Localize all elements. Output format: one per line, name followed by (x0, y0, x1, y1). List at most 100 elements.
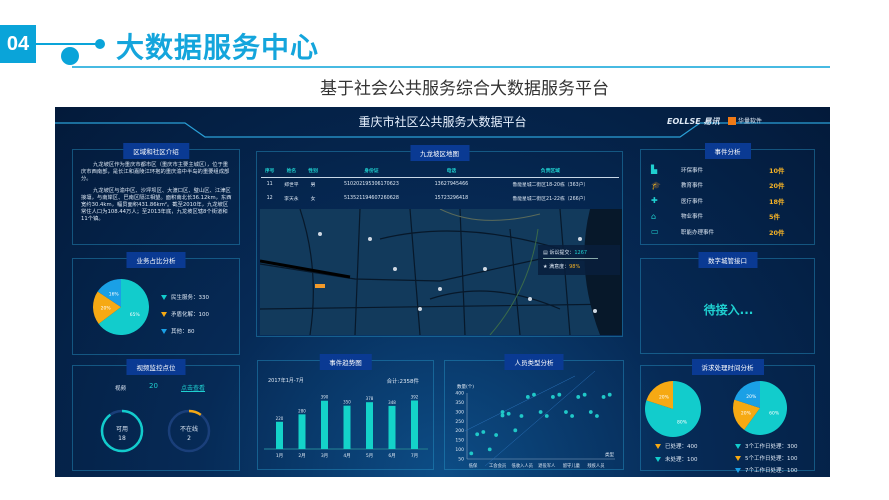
event-label: 物业事件 (681, 214, 704, 221)
section-number: 04 (0, 25, 36, 63)
people-scatter-chart: 数量(个) 类型 50 100 150 200 250 300 350 400 低保 工会会员 低收入人… (455, 371, 615, 469)
pie-slice (97, 279, 121, 307)
x-tick-label: 残疾人员 (587, 462, 605, 469)
legend-item: 7个工作日处理：100 (735, 466, 798, 474)
video-title: 视频监控点位 (126, 359, 186, 375)
video-label: 视频 (115, 386, 127, 392)
table-cell: 鲁能星城二街区18-20栋（363户） (512, 182, 589, 188)
decor-line (464, 375, 576, 432)
scatter-point (570, 414, 574, 418)
table-cell: 12 (266, 195, 273, 201)
slice-label: 20% (746, 394, 757, 400)
table-cell: 15723296418 (434, 195, 469, 201)
event-item[interactable]: 🎓 教育事件 20件 (651, 178, 801, 194)
y-tick-label: 250 (455, 419, 464, 425)
slice-label: 65% (130, 312, 141, 318)
event-item[interactable]: ▭ 职能办理事件 20件 (651, 224, 801, 240)
event-item[interactable]: ✚ 医疗事件 18件 (651, 193, 801, 209)
bar-value-label: 390 (321, 395, 329, 400)
table-cell: 李天永 (284, 196, 299, 202)
table-row[interactable]: 11 郑世平 男 510202195306170623 13627945466 鲁能星城二… (261, 177, 619, 191)
x-tick-label: 工会会员 (489, 462, 507, 469)
bar-value-label: 378 (366, 396, 374, 401)
y-tick-label: 350 (455, 400, 464, 406)
intro-title: 区域和社区介绍 (123, 143, 189, 159)
partner-logo-text: 华量软件 (738, 118, 763, 125)
house-icon: ⌂ (651, 211, 657, 221)
legend-label: 3个工作日处理：300 (745, 444, 798, 450)
scatter-point (551, 395, 555, 399)
scatter-point (469, 451, 474, 456)
legend-item: 已处理：400 (655, 442, 698, 450)
dashboard-screenshot: 重庆市社区公共服务大数据平台 EOLLSE 易讯 华量软件 区域和社区介绍 九龙… (55, 107, 830, 477)
event-label: 医疗事件 (681, 198, 704, 205)
x-tick-label: 7月 (411, 453, 418, 459)
port-status: 待接入... (703, 303, 754, 317)
column-header: 电话 (446, 168, 457, 174)
event-count: 20件 (769, 182, 785, 191)
scatter-point (544, 414, 549, 418)
bar (411, 400, 418, 449)
factory-icon: ▙ (651, 165, 658, 175)
scatter-point (481, 430, 486, 434)
x-tick-label: 5月 (366, 453, 373, 459)
legend-marker-icon (161, 311, 167, 317)
legend-marker-icon (655, 456, 661, 462)
view-link[interactable]: 点击查看 (181, 385, 206, 392)
table-row[interactable]: 12 李天永 女 513521194607260628 15723296418 鲁能星城二… (261, 191, 619, 205)
scatter-point (494, 433, 499, 437)
column-header: 负责区域 (540, 168, 560, 174)
map-panel: 九龙坡区地图 序号 姓名 性别 身份证 电话 负责区域 11 郑世平 男 51020219530… (256, 145, 623, 337)
intro-paragraph-1: 九龙坡区作为重庆市都市区（重庆市主要主城区），位于重庆市西南部，是长江和嘉陵江环… (81, 162, 230, 182)
legend-label: 未处理：100 (665, 457, 698, 463)
scatter-point (525, 395, 530, 399)
bar-value-label: 280 (298, 408, 306, 413)
medical-kit-icon: ✚ (651, 196, 658, 206)
event-item[interactable]: ▙ 环保事件 10件 (651, 162, 801, 178)
intro-paragraph-2: 九龙坡区与渝中区、沙坪坝区、大渡口区、璧山区、江津区接壤，与南岸区、巴南区隔江相… (81, 188, 232, 222)
event-count: 20件 (769, 228, 785, 237)
ring-progress (100, 409, 144, 453)
x-tick-label: 留守儿童 (563, 462, 581, 469)
slice-label: 20% (741, 411, 752, 417)
trend-panel: 事件趋势图 2017年1月-7月 合计:2358件 220 1月 280 2月 390 3… (257, 354, 434, 470)
processing-time-pie-chart: 60% 20% 20% (733, 381, 787, 435)
ring-progress (167, 409, 211, 453)
event-item[interactable]: ⌂ 物业事件 5件 (651, 209, 801, 225)
x-axis-title: 类型 (605, 451, 614, 458)
satisfaction-label: 满意度： (549, 264, 570, 270)
slice-label: 60% (769, 411, 780, 417)
scatter-point (532, 392, 536, 397)
scatter-point (506, 411, 511, 416)
legend-marker-icon (161, 328, 167, 334)
table-cell: 男 (310, 182, 316, 188)
map-stats-overlay: ▤ 诉讼提交：1267 ★ 满意度：98% (538, 245, 620, 275)
trend-period: 2017年1月-7月 (268, 378, 304, 384)
legend-marker-icon (735, 467, 741, 473)
y-tick-label: 400 (455, 391, 464, 397)
business-title: 业务占比分析 (126, 252, 186, 268)
events-title: 事件分析 (704, 143, 751, 159)
offline-count: 2 (187, 435, 191, 442)
partner-logo-icon (728, 116, 736, 125)
events-panel: 事件分析 ▙ 环保事件 10件 🎓 教育事件 20件 ✚ 医疗事件 18件 ⌂ 物业事件 5件 ▭ 职能办… (640, 143, 815, 245)
submit-label: 诉讼提交： (549, 250, 575, 256)
scatter-point (475, 432, 480, 437)
legend-item: 其他：80 (161, 327, 209, 335)
scatter-point (582, 392, 587, 397)
bar-value-label: 220 (276, 416, 284, 421)
pie-slice (98, 279, 149, 335)
legend-marker-icon (655, 443, 661, 449)
slice-label: 20% (101, 305, 112, 311)
x-tick-label: 6月 (388, 453, 395, 459)
city-port-panel: 数字城管接口 待接入... (640, 252, 815, 354)
x-tick-label: 退役军人 (538, 462, 556, 469)
y-tick-label: 300 (455, 409, 464, 415)
column-header: 性别 (308, 168, 318, 174)
business-legend: 民生服务：330 矛盾化解：100 其他：80 (161, 293, 209, 344)
available-label: 可用 (115, 426, 128, 433)
slide-subtitle: 基于社会公共服务综合大数据服务平台 (320, 79, 609, 99)
dashboard-title: 重庆市社区公共服务大数据平台 (358, 115, 527, 129)
table-cell: 13627945466 (434, 181, 469, 187)
scatter-point (595, 414, 599, 418)
